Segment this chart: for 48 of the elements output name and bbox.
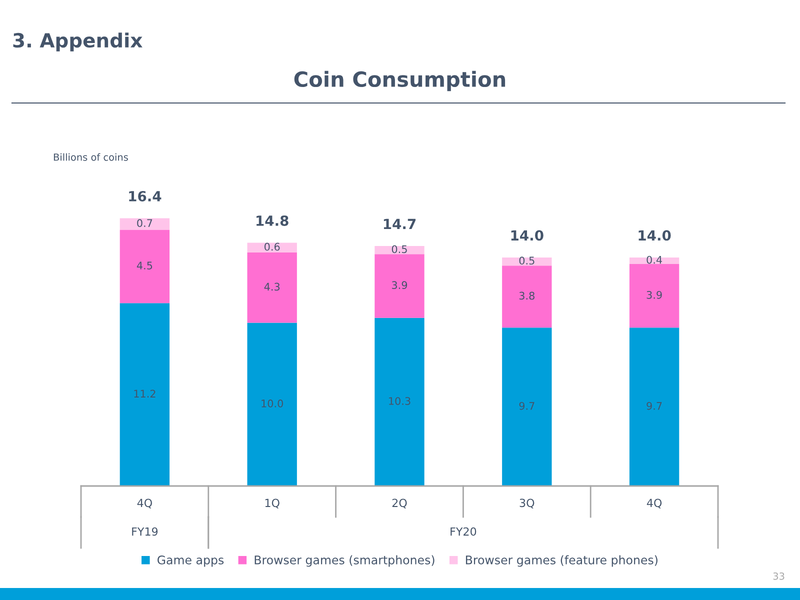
text: 3. Appendix <box>13 32 142 52</box>
bar <box>502 328 552 486</box>
x-tick-label: 3Q <box>520 498 534 508</box>
total-label: 14.8 <box>256 215 288 226</box>
data-label: 0.4 <box>646 256 662 264</box>
bar <box>374 254 424 318</box>
x-tick-label: 4Q <box>646 498 662 508</box>
legend-label: Game apps <box>158 555 224 567</box>
bar <box>374 318 424 486</box>
legend-label: Browser games (smartphones) <box>254 555 434 567</box>
bar <box>247 322 297 486</box>
bar <box>374 246 424 254</box>
total-label: 14.7 <box>384 218 416 230</box>
text: 33 <box>773 572 784 580</box>
bar <box>120 230 170 304</box>
legend-label: Browser games (feature phones) <box>466 555 658 567</box>
bar <box>247 252 297 323</box>
total-label: 14.0 <box>638 230 671 241</box>
bar <box>502 257 552 266</box>
data-label: 9.7 <box>519 402 534 410</box>
data-label: 0.7 <box>137 219 152 228</box>
data-label: 3.9 <box>392 281 408 290</box>
bar <box>629 328 680 486</box>
x-tick-label: 1Q <box>265 498 280 508</box>
bar <box>629 257 680 264</box>
text: FY20 <box>450 527 476 536</box>
bar <box>120 303 170 486</box>
x-tick-label: 4Q <box>137 498 152 508</box>
chart-title: Coin Consumption <box>294 70 506 92</box>
data-label: 4.3 <box>264 282 280 291</box>
data-label: 11.2 <box>134 390 156 398</box>
data-label: 0.6 <box>264 242 280 251</box>
total-label: 16.4 <box>129 190 162 202</box>
text: FY19 <box>132 527 158 536</box>
data-label: 10.0 <box>262 400 284 408</box>
total-label: 14.0 <box>511 230 544 241</box>
data-label: 9.7 <box>646 402 662 410</box>
bar <box>502 266 552 328</box>
data-label: 4.5 <box>136 262 152 270</box>
data-label: 10.3 <box>389 397 410 405</box>
text: Billions of coins <box>54 153 128 161</box>
bar <box>629 264 680 328</box>
x-tick-label: 2Q <box>392 498 407 508</box>
data-label: 0.5 <box>392 245 407 254</box>
data-label: 3.9 <box>646 290 662 299</box>
data-label: 3.8 <box>519 292 534 300</box>
bar <box>120 218 170 230</box>
data-label: 0.5 <box>519 256 534 265</box>
